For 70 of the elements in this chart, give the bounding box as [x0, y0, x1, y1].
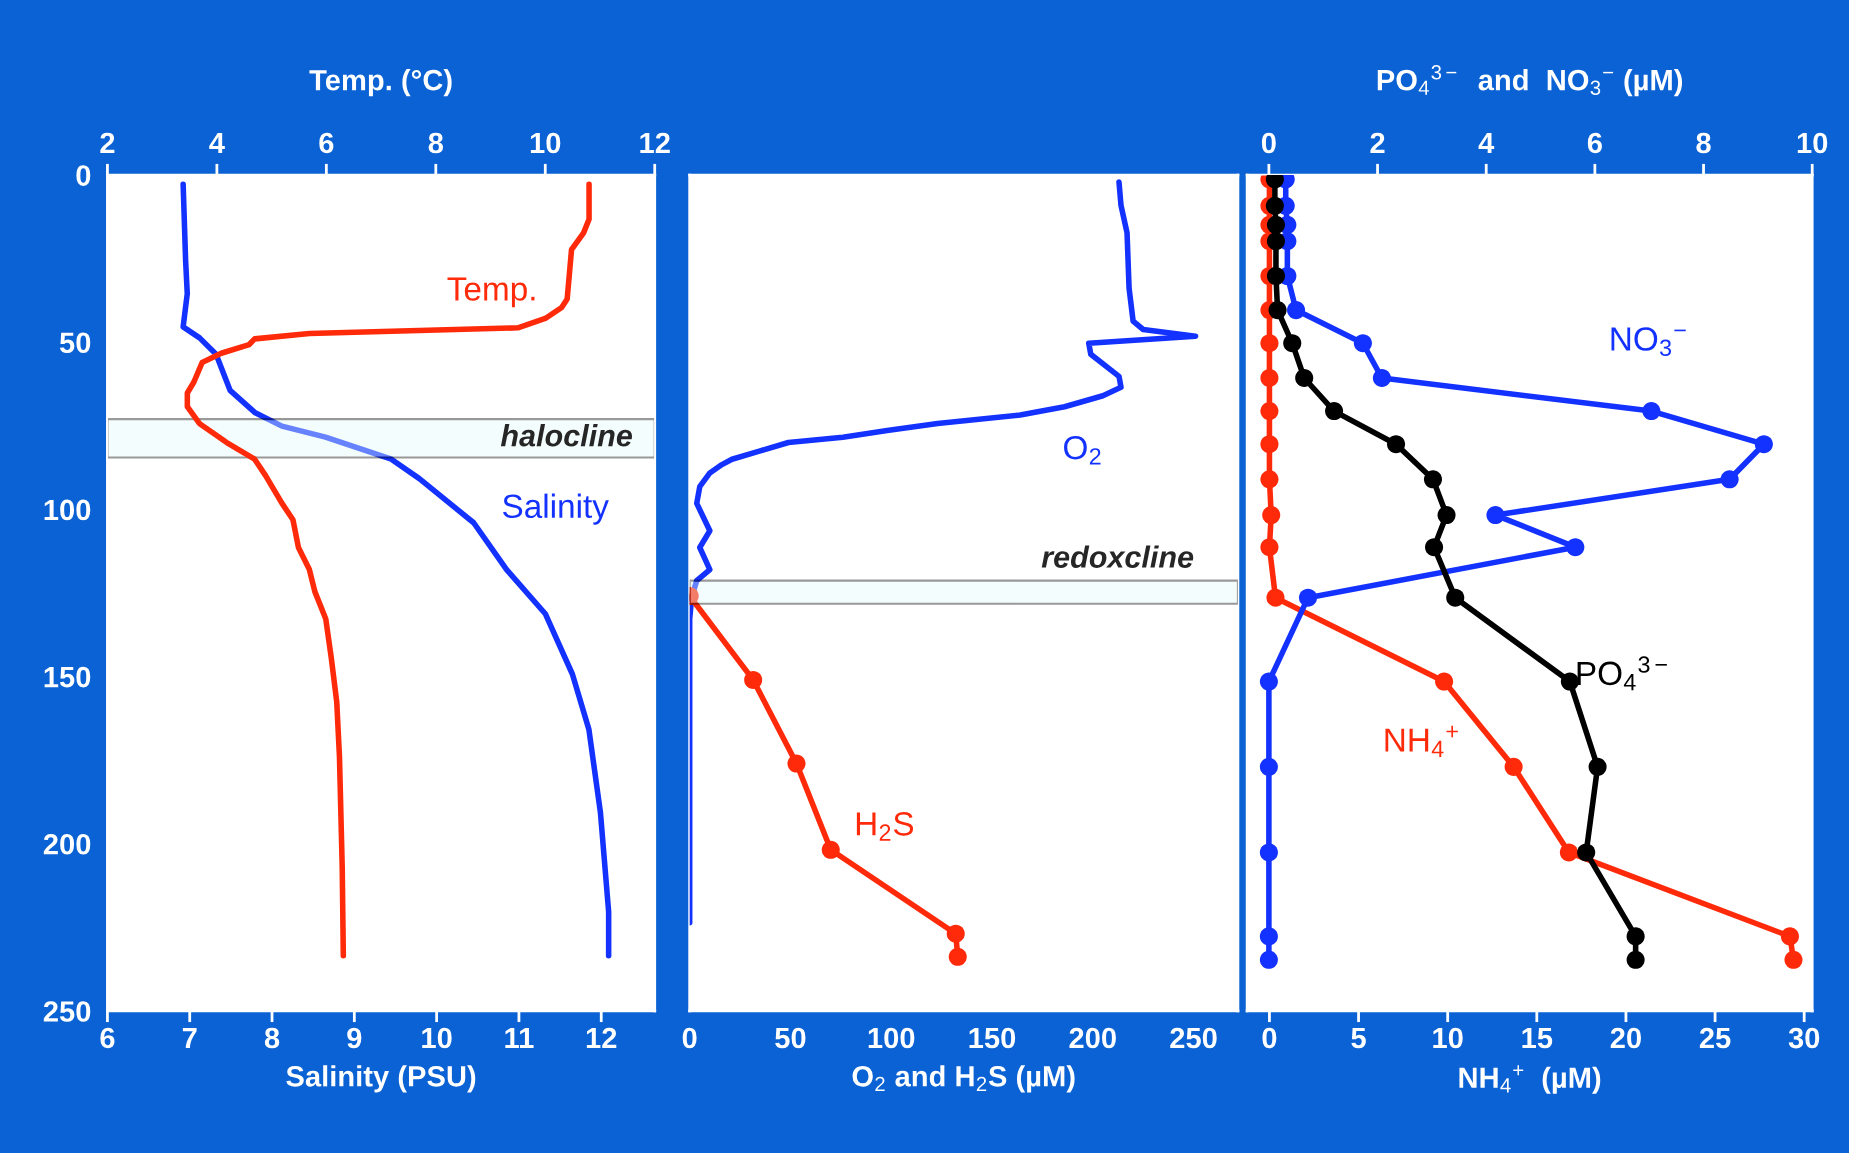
point: [1266, 588, 1285, 607]
point: [1260, 368, 1279, 388]
point: [1504, 757, 1523, 776]
point: [1780, 927, 1799, 946]
x2-tick-label: 0: [1261, 132, 1276, 154]
y-tick-label: 150: [44, 666, 91, 688]
x-axis-title: Salinity (PSU): [286, 1065, 476, 1093]
point: [1260, 538, 1279, 557]
x2-tick-label: 10: [530, 132, 561, 154]
series-label: NH$_{4}$$^{+}$: [1385, 725, 1458, 757]
x-tick-label: 8: [264, 1027, 280, 1049]
x2-tick-label: 4: [209, 132, 225, 153]
x-tick-label: 10: [1433, 1027, 1463, 1049]
x-tick-label: 5: [1351, 1027, 1366, 1049]
point: [744, 670, 763, 689]
x2-tick-label: 6: [319, 132, 334, 154]
y-tick-label: 100: [44, 499, 91, 521]
y-tick-label: 50: [59, 332, 91, 354]
x-tick-label: 50: [775, 1027, 806, 1049]
point: [1260, 435, 1279, 454]
x-tick-label: 10: [422, 1027, 452, 1049]
x-tick-label: 7: [182, 1027, 197, 1049]
x-tick-label: 25: [1699, 1027, 1731, 1049]
point: [1435, 672, 1454, 691]
x2-tick-label: 10: [1797, 132, 1828, 154]
x2-tick-label: 8: [428, 132, 444, 154]
series-label: NO$_{3}$$^{−}$: [1611, 327, 1686, 357]
x-tick-label: 150: [969, 1027, 1016, 1049]
x-tick-label: 12: [586, 1027, 617, 1049]
series-label: H$_{2}$S: [856, 812, 914, 841]
x-axis-title: NH$_{4}$$^{+}$ (µM): [1459, 1065, 1601, 1094]
y-tick-label: 0: [76, 165, 91, 186]
point: [1784, 950, 1803, 969]
x2-axis-title: Temp. (°C): [309, 69, 452, 97]
y-tick-label: 250: [43, 1001, 91, 1022]
series-label: PO$_{4}$$^{3−}$: [1577, 656, 1667, 691]
x-tick-label: 6: [100, 1027, 115, 1049]
series-label: O$_{2}$: [1064, 435, 1101, 465]
x-tick-label: 250: [1170, 1027, 1217, 1049]
point: [946, 924, 965, 943]
band-label: halocline: [500, 424, 632, 447]
x2-tick-label: 8: [1696, 132, 1711, 154]
series-label: Salinity: [503, 493, 609, 525]
point: [1559, 843, 1578, 862]
x-tick-label: 100: [868, 1027, 915, 1049]
point: [948, 947, 967, 966]
x-tick-label: 15: [1522, 1027, 1553, 1049]
x-tick-label: 0: [1262, 1027, 1277, 1049]
point: [1260, 334, 1279, 353]
band-label: redoxcline: [1041, 545, 1194, 568]
x-axis-title: O$_{2}$ and H$_{2}$S (µM): [852, 1065, 1075, 1093]
x-tick-label: 200: [1069, 1027, 1116, 1049]
x-tick-label: 0: [682, 1027, 697, 1049]
x2-tick-label: 6: [1587, 132, 1602, 154]
x2-tick-label: 2: [100, 132, 115, 153]
point: [1262, 506, 1281, 525]
x2-axis-title: PO$_{4}$$^{3−}$ and NO$_{3}$$^{−}$ (µM): [1377, 65, 1683, 97]
x-tick-label: 11: [505, 1027, 534, 1049]
point: [1260, 470, 1279, 489]
point: [1260, 402, 1279, 421]
x2-tick-label: 2: [1370, 132, 1385, 153]
x-tick-label: 20: [1610, 1027, 1641, 1049]
x2-tick-label: 4: [1478, 132, 1495, 153]
x-tick-label: 9: [347, 1027, 362, 1049]
x2-tick-label: 12: [640, 132, 670, 153]
y-tick-label: 200: [43, 833, 91, 855]
point: [821, 840, 840, 859]
x-tick-label: 30: [1788, 1027, 1820, 1049]
point: [787, 754, 806, 773]
series-label: Temp.: [447, 277, 535, 308]
